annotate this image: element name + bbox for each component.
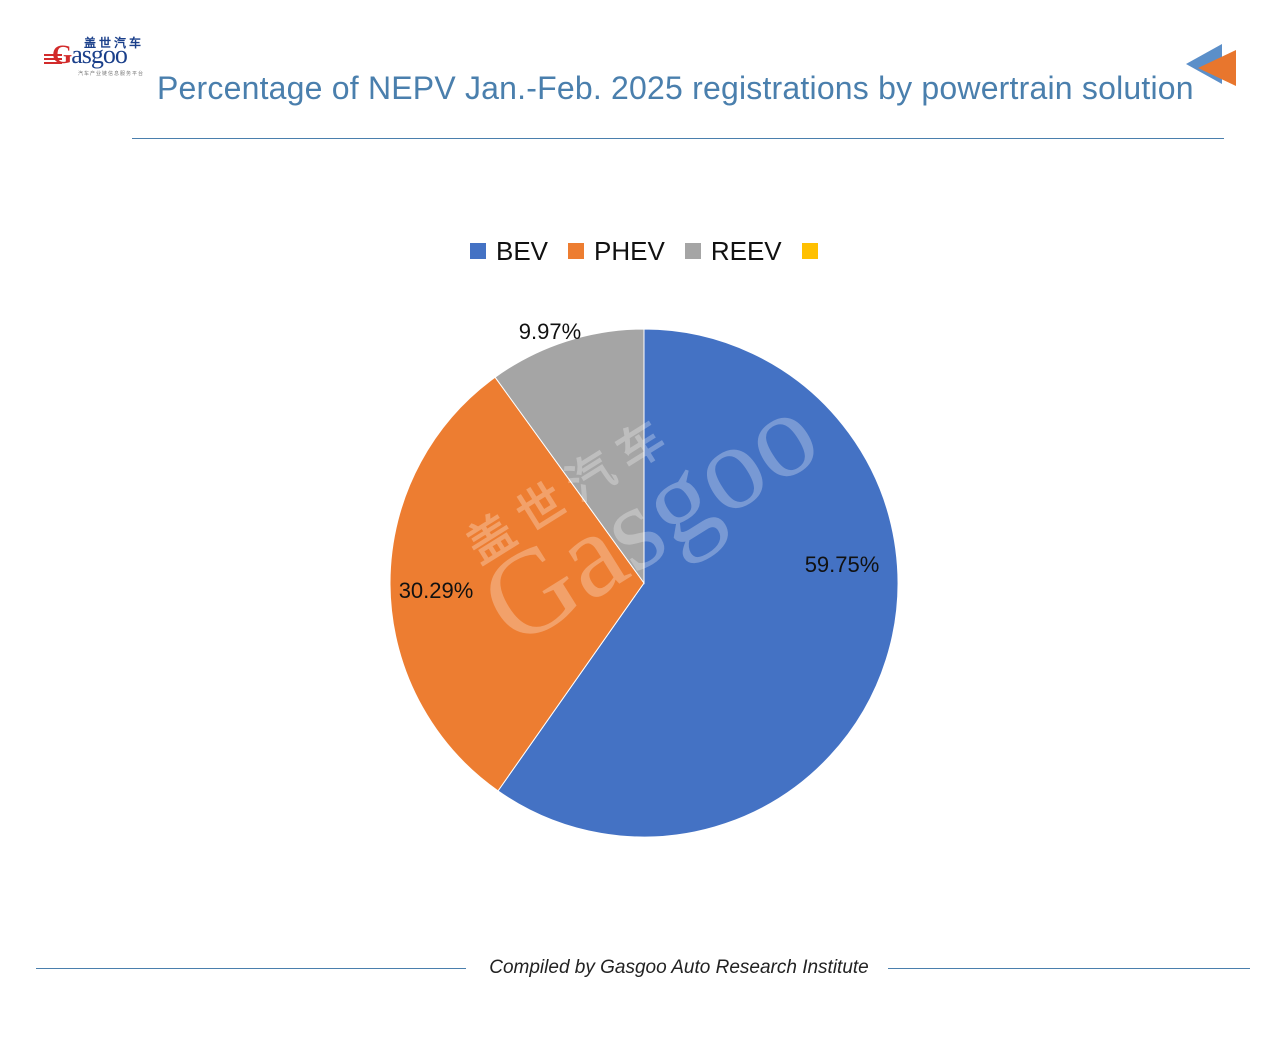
legend-item-phev: PHEV <box>568 236 665 267</box>
data-label-bev: 59.75% <box>805 552 880 577</box>
logo-subtitle: 汽车产业链信息服务平台 <box>78 71 145 77</box>
legend-item-reev: REEV <box>684 235 782 267</box>
footer-credit: Compiled by Gasgoo Auto Research Institu… <box>489 957 869 978</box>
gasgoo-logo: 盖世汽车 Gasgoo 汽车产业链信息服务平台 <box>44 32 154 78</box>
pie-slice-reev <box>494 328 645 585</box>
title-divider <box>132 138 1224 139</box>
footer-rule-left <box>36 968 466 969</box>
legend-label-reev: REEV <box>710 235 782 266</box>
corner-arrow-icon <box>1186 44 1236 86</box>
legend-label-bev: BEV <box>496 235 549 266</box>
data-label-phev: 30.29% <box>399 578 474 603</box>
legend-swatch-phev <box>568 243 585 259</box>
legend-swatch-other <box>801 243 818 259</box>
legend-swatch-reev <box>684 243 701 259</box>
legend-item-other <box>801 243 828 259</box>
pie-slice-bev <box>497 328 899 838</box>
data-label-reev: 9.97% <box>519 319 581 344</box>
pie-slice-phev <box>389 376 645 792</box>
legend-item-bev: BEV <box>470 236 548 267</box>
footer-rule-right <box>888 968 1250 969</box>
legend-label-phev: PHEV <box>594 235 665 266</box>
logo-stripes-icon <box>44 54 62 68</box>
legend-swatch-bev <box>470 243 486 259</box>
chart-legend: BEV PHEV REEV <box>470 234 848 268</box>
pie-slices <box>389 328 899 838</box>
pie-data-labels: 59.75% 30.29% 9.97% <box>399 319 880 603</box>
page-title: Percentage of NEPV Jan.-Feb. 2025 regist… <box>157 70 1194 106</box>
logo-wordmark: Gasgoo <box>52 40 128 69</box>
logo-chinese-text: 盖世汽车 <box>84 36 145 50</box>
